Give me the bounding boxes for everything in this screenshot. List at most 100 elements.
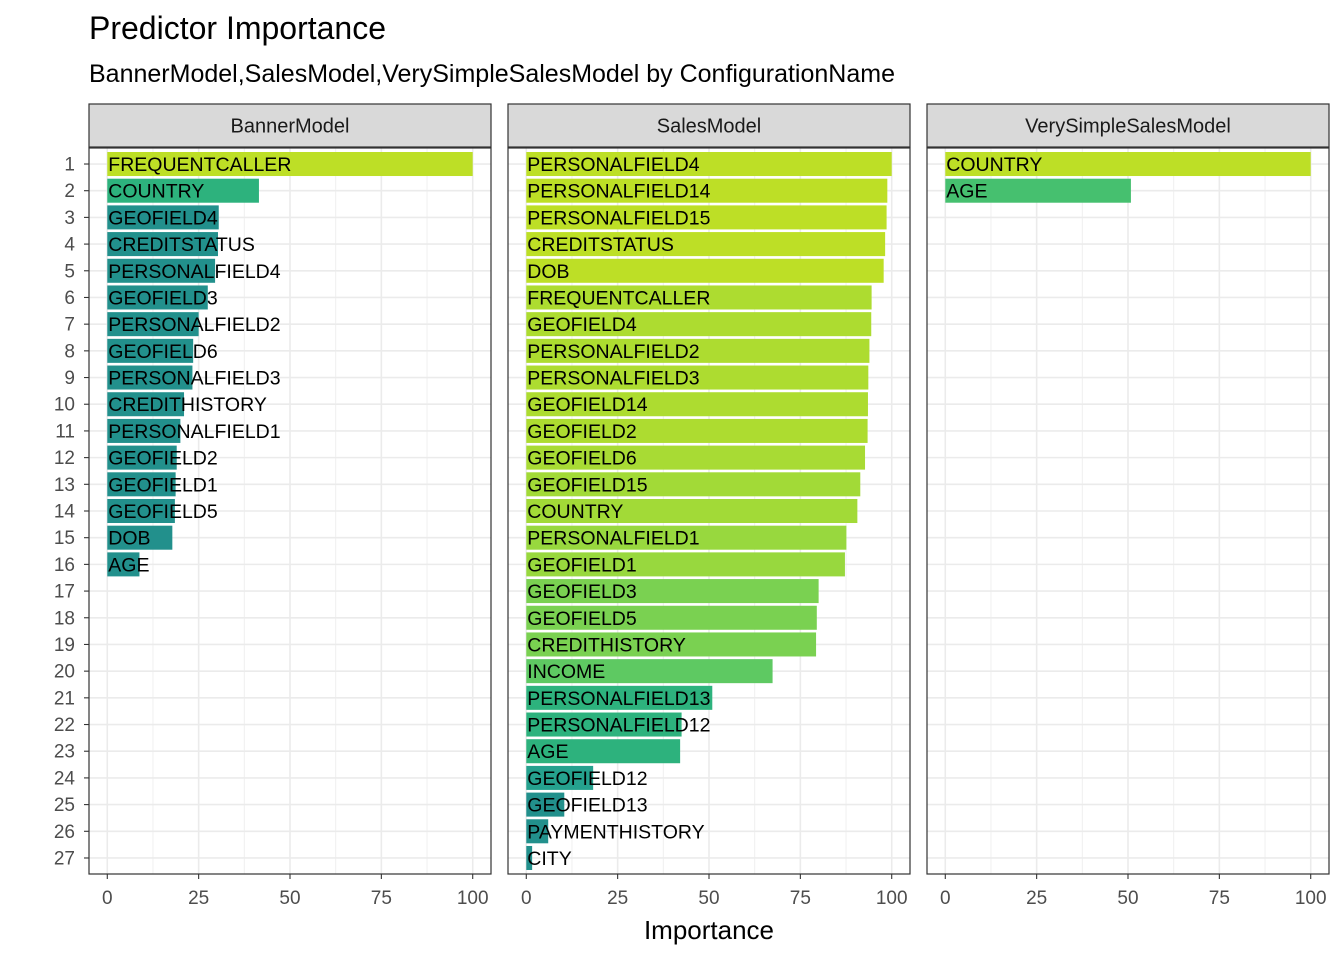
x-tick-label: 0 (102, 888, 113, 909)
bar-city (526, 845, 533, 870)
x-tick-label: 0 (940, 888, 951, 909)
bar-creditstatus (107, 232, 219, 257)
bar-country (526, 498, 858, 524)
rank-label: 7 (64, 315, 75, 336)
rank-label: 13 (54, 475, 75, 496)
facet-VerySimpleSalesModel: VerySimpleSalesModel COUNTRY AGE 0 25 50 75 100 (926, 103, 1330, 909)
bar-label: GEOFIELD4 (527, 314, 637, 336)
bar-label: PERSONALFIELD3 (527, 368, 699, 390)
x-tick-label: 50 (698, 888, 719, 909)
bar-label: GEOFIELD1 (108, 474, 217, 496)
bar-geofield4 (526, 312, 872, 337)
rank-label: 19 (54, 635, 75, 656)
rank-label: 14 (54, 502, 76, 523)
bar-label: GEOFIELD12 (527, 768, 647, 790)
bar-label: CITY (527, 848, 571, 870)
bar-geofield2 (526, 418, 868, 443)
x-tick-label: 25 (607, 888, 628, 909)
bar-paymenthistory (526, 819, 549, 844)
bar-personalfield3 (107, 365, 193, 390)
bar-label: GEOFIELD4 (108, 207, 218, 229)
bar-label: GEOFIELD13 (527, 795, 647, 817)
rank-label: 2 (64, 181, 75, 202)
bar-geofield14 (526, 392, 868, 417)
x-tick-label: 50 (279, 888, 300, 909)
rank-label: 10 (54, 395, 75, 416)
facet-strip (926, 103, 1330, 148)
x-tick-label: 0 (521, 888, 532, 909)
rank-label: 16 (54, 555, 75, 576)
x-tick-label: 25 (188, 888, 209, 909)
facet-BannerModel: BannerModel FREQUENTCALLER COUNTRY GEOFIELD… (88, 103, 492, 909)
facet-strip (507, 103, 911, 148)
bar-label: CREDITSTATUS (108, 234, 255, 256)
bar-label: GEOFIELD15 (527, 474, 647, 496)
bar-geofield3 (526, 579, 819, 604)
bar-credithistory (526, 632, 817, 657)
bar-income (526, 659, 773, 684)
bar-personalfield4 (526, 152, 892, 177)
bar-label: INCOME (527, 661, 605, 683)
bar-geofield1 (526, 552, 845, 577)
bar-label: PERSONALFIELD1 (108, 421, 280, 443)
bar-label: PERSONALFIELD3 (108, 368, 280, 390)
bar-label: PERSONALFIELD12 (527, 715, 710, 737)
bar-label: GEOFIELD6 (527, 448, 636, 470)
bar-label: PERSONALFIELD15 (527, 207, 710, 229)
bar-geofield6 (526, 445, 866, 470)
rank-label: 11 (55, 421, 75, 442)
bar-personalfield1 (526, 525, 847, 550)
bar-label: PERSONALFIELD14 (527, 181, 710, 203)
bar-creditstatus (526, 232, 886, 257)
bar-geofield6 (107, 338, 194, 363)
bar-age (526, 739, 681, 764)
bar-label: FREQUENTCALLER (108, 154, 291, 176)
bar-credithistory (107, 392, 185, 417)
x-tick-label: 100 (876, 888, 908, 909)
rank-label: 27 (54, 848, 75, 869)
bar-label: CREDITHISTORY (527, 634, 686, 656)
bar-label: GEOFIELD2 (108, 448, 217, 470)
bar-geofield2 (107, 445, 177, 470)
rank-label: 5 (64, 261, 75, 282)
bar-personalfield3 (526, 365, 869, 390)
bar-geofield5 (526, 605, 817, 630)
bar-label: DOB (108, 528, 150, 550)
bar-label: COUNTRY (108, 181, 204, 203)
bar-age (945, 178, 1131, 203)
facet-SalesModel: SalesModel PERSONALFIELD4 PERSONALFIELD14 P… (507, 103, 911, 909)
bar-personalfield4 (107, 258, 216, 283)
bar-label: GEOFIELD1 (527, 554, 636, 576)
x-tick-label: 75 (371, 888, 392, 909)
bar-label: PERSONALFIELD4 (527, 154, 699, 176)
bar-label: CREDITHISTORY (108, 394, 267, 416)
bar-label: AGE (108, 554, 149, 576)
x-tick-label: 50 (1117, 888, 1138, 909)
bar-label: PERSONALFIELD2 (108, 314, 280, 336)
bar-label: COUNTRY (527, 501, 623, 523)
bar-geofield5 (107, 498, 175, 524)
rank-label: 26 (54, 822, 75, 843)
bar-frequentcaller (107, 152, 473, 177)
chart-subtitle: BannerModel,SalesModel,VerySimpleSalesMo… (89, 60, 895, 88)
rank-label: 17 (54, 582, 75, 603)
facet-strip-label: SalesModel (657, 116, 762, 138)
x-tick-label: 100 (1295, 888, 1327, 909)
bar-geofield4 (107, 205, 219, 230)
bar-label: AGE (946, 181, 987, 203)
bar-label: PERSONALFIELD1 (527, 528, 699, 550)
bar-dob (526, 258, 884, 283)
rank-label: 23 (54, 742, 75, 763)
bar-label: GEOFIELD14 (527, 394, 647, 416)
x-axis-title: Importance (644, 915, 774, 945)
bar-label: GEOFIELD3 (108, 287, 217, 309)
bar-label: COUNTRY (946, 154, 1042, 176)
rank-label: 25 (54, 795, 75, 816)
bar-personalfield2 (107, 312, 199, 337)
rank-label: 21 (54, 688, 75, 709)
bar-label: CREDITSTATUS (527, 234, 674, 256)
bar-label: FREQUENTCALLER (527, 287, 710, 309)
facet-strip-label: VerySimpleSalesModel (1025, 116, 1231, 138)
x-tick-label: 25 (1026, 888, 1047, 909)
